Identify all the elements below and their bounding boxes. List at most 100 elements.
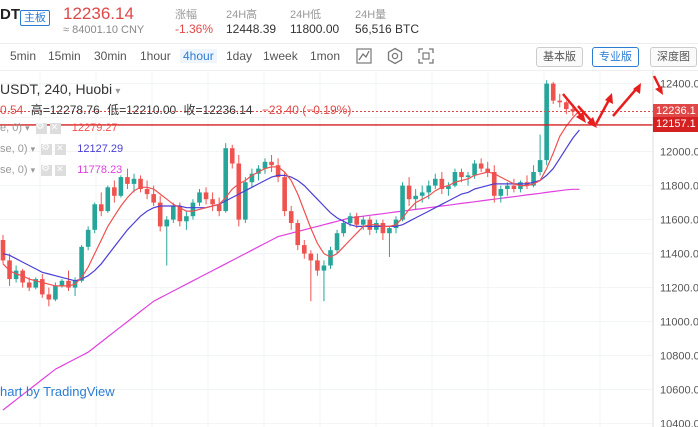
candle — [197, 189, 202, 206]
candle-body — [190, 202, 196, 217]
close-icon[interactable] — [55, 143, 67, 155]
candle — [308, 250, 314, 302]
candle — [131, 173, 137, 193]
candle — [452, 168, 458, 188]
candle-body — [144, 189, 150, 195]
candle-body — [400, 185, 405, 220]
candle — [157, 195, 163, 232]
candle-body — [59, 280, 65, 286]
candle — [341, 219, 346, 237]
candle-body — [118, 177, 124, 196]
candle — [105, 185, 111, 213]
candle — [544, 80, 549, 166]
tf-1mon[interactable]: 1mon — [310, 49, 341, 63]
candle-body — [446, 185, 451, 189]
candles-icon[interactable] — [355, 47, 373, 65]
candle-body — [478, 163, 484, 169]
candle-body — [570, 109, 576, 112]
tick-label: 11200.00 — [660, 283, 698, 295]
candle-body — [243, 182, 248, 220]
candles — [0, 80, 576, 307]
candle — [98, 192, 104, 217]
ma3-legend: se, 0) ▾ 11778.23 — [0, 163, 123, 176]
stat-low: 24H低 11800.00 — [290, 9, 340, 36]
annotation-arrow-up-1 — [594, 97, 612, 125]
line-price-tag: 12157.1 — [653, 117, 698, 133]
candle — [256, 165, 261, 181]
gear-icon[interactable] — [41, 163, 53, 176]
candle-body — [13, 270, 19, 280]
tick-label: 11600.00 — [660, 215, 698, 227]
market-header: DT 主板 12236.14 ≈ 84001.10 CNY 涨幅 -1.36% … — [0, 0, 698, 40]
candle-body — [321, 265, 327, 271]
tf-5min[interactable]: 5min — [10, 49, 37, 63]
candle-body — [164, 219, 170, 227]
candle — [439, 172, 445, 195]
ma-mid-line — [2, 129, 580, 282]
fullscreen-icon[interactable] — [417, 47, 435, 65]
tick-label: 12000.00 — [660, 147, 698, 159]
gear-icon[interactable] — [35, 121, 47, 134]
candle-body — [459, 172, 464, 178]
candle-body — [112, 187, 117, 196]
tf-15min[interactable]: 15min — [48, 49, 81, 63]
candle — [288, 206, 294, 230]
candle-body — [282, 177, 287, 212]
candle — [334, 229, 340, 254]
tradingview-watermark[interactable]: hart by TradingView — [0, 384, 115, 399]
ma2-value: 12127.29 — [77, 143, 124, 155]
candle-body — [354, 216, 359, 225]
tf-1week[interactable]: 1week — [263, 49, 298, 63]
tf-1hour[interactable]: 1hour — [140, 49, 171, 63]
candle — [66, 270, 71, 291]
tick-label: 10800.00 — [660, 351, 698, 363]
candle — [20, 268, 25, 288]
candle-body — [439, 178, 445, 189]
arrow-head — [587, 117, 597, 128]
cny-price: ≈ 84001.10 CNY — [63, 24, 145, 36]
ma-slow-line — [2, 188, 580, 411]
ma2-legend: se, 0) ▾ 12127.29 — [0, 142, 124, 155]
candle-body — [269, 161, 274, 166]
candle — [446, 182, 451, 196]
stat-high: 24H高 12448.39 — [226, 9, 277, 36]
basic-view-button[interactable]: 基本版 — [536, 47, 583, 67]
candle-body — [341, 223, 346, 234]
candle-body — [537, 160, 543, 172]
candle-body — [171, 206, 176, 220]
arrow-head — [655, 86, 663, 95]
close-icon[interactable] — [49, 122, 61, 134]
gear-icon[interactable] — [41, 142, 53, 155]
depth-chart-button[interactable]: 深度图 — [650, 47, 697, 67]
candle-body — [151, 194, 156, 203]
candle-body — [229, 148, 235, 164]
candle-body — [46, 294, 52, 300]
candle-body — [550, 83, 556, 101]
tf-1day[interactable]: 1day — [226, 49, 253, 63]
ma1-value: 12279.27 — [71, 122, 118, 134]
candle-body — [275, 165, 281, 178]
symbol-legend: USDT, 240, Huobi ▾ — [0, 81, 120, 97]
settings-icon[interactable] — [386, 47, 404, 65]
candle-body — [20, 270, 25, 283]
tick-label: 11000.00 — [660, 317, 698, 329]
candle — [406, 177, 412, 206]
tf-30min[interactable]: 30min — [94, 49, 127, 63]
candle-body — [40, 279, 45, 295]
tick-label: 12400.00 — [660, 79, 698, 91]
chevron-down-icon[interactable]: ▾ — [115, 86, 121, 97]
candle-body — [197, 192, 202, 203]
ma3-value: 11778.23 — [77, 164, 123, 176]
candle — [269, 155, 274, 172]
candle — [79, 245, 84, 283]
candle-body — [302, 245, 307, 254]
candle — [229, 144, 235, 169]
candle — [249, 168, 255, 188]
pro-view-button[interactable]: 专业版 — [592, 47, 639, 67]
candle-body — [262, 161, 268, 169]
annotation-arrow-up-2 — [612, 86, 639, 117]
candle — [92, 202, 97, 234]
pair-name: DT — [0, 6, 20, 23]
tf-4hour[interactable]: 4hour — [180, 49, 217, 63]
close-icon[interactable] — [55, 164, 67, 176]
